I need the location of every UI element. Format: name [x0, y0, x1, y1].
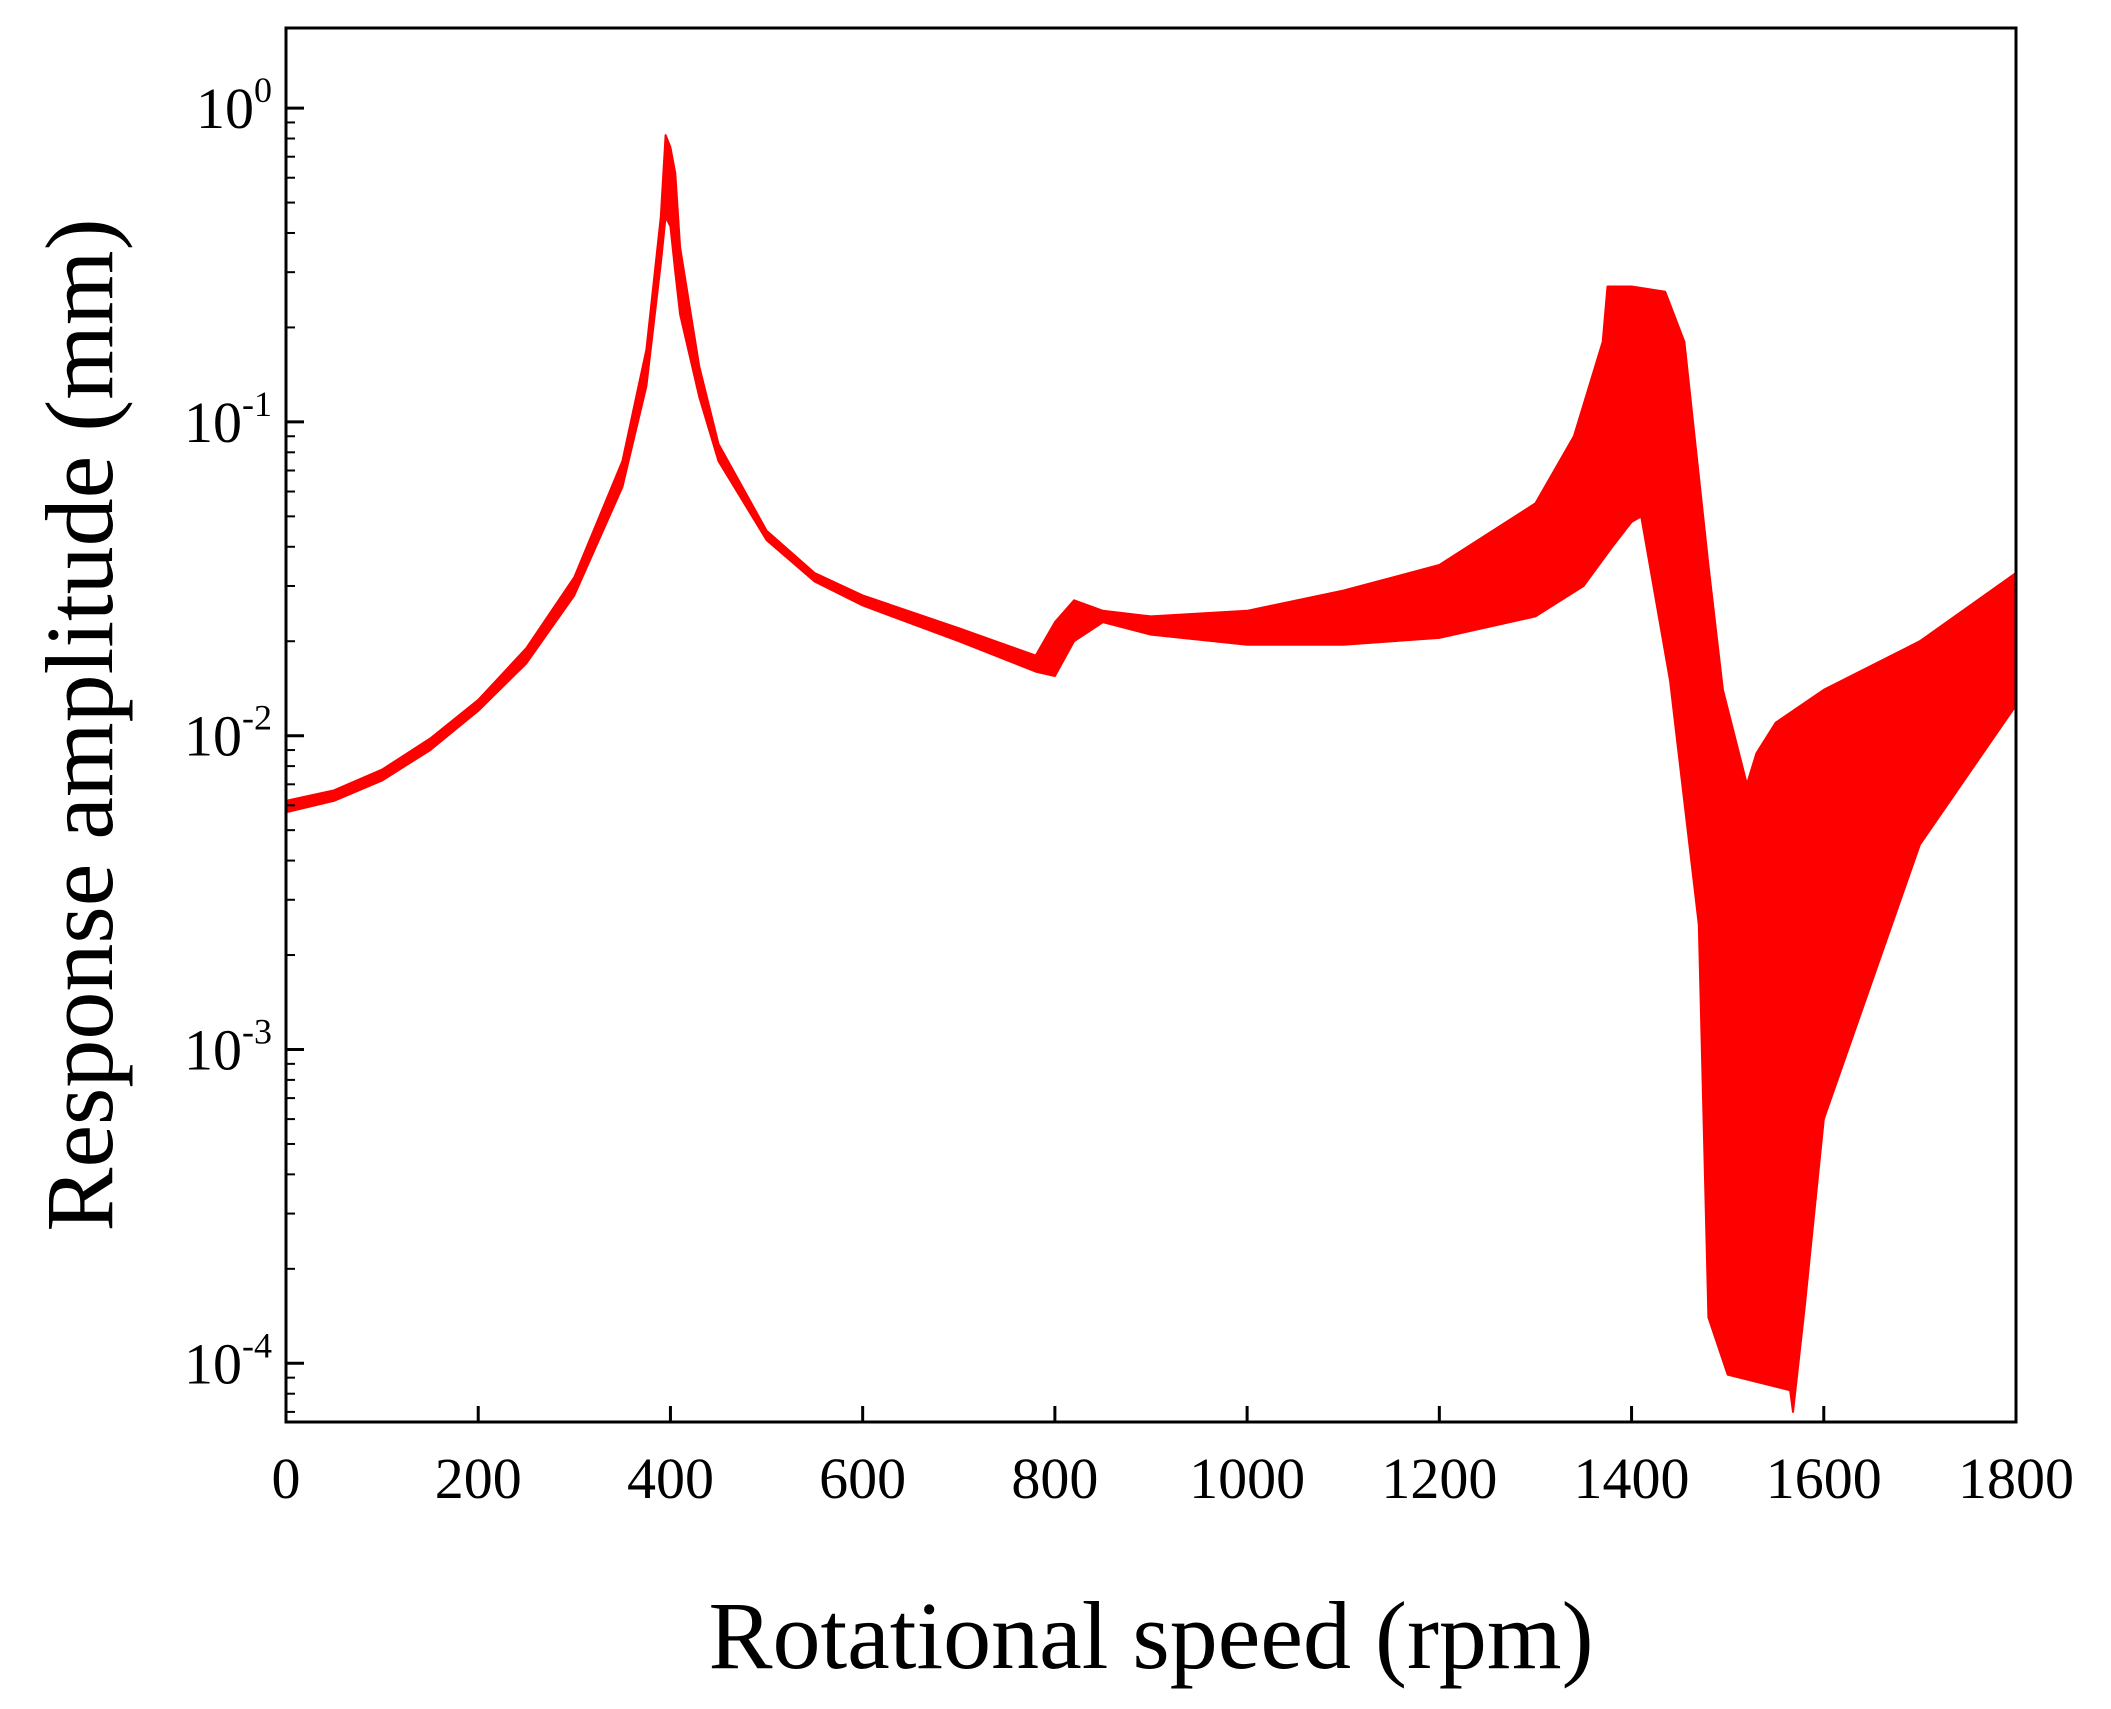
- y-tick-label: 10-2: [184, 698, 272, 769]
- y-tick-exponent: -1: [242, 384, 272, 424]
- x-tick-label: 0: [272, 1446, 301, 1511]
- response-band: [285, 134, 2017, 1413]
- x-tick-label: 1600: [1766, 1446, 1882, 1511]
- x-tick-label: 1000: [1189, 1446, 1305, 1511]
- x-tick-label: 1400: [1574, 1446, 1690, 1511]
- y-tick-base: 10: [184, 1331, 242, 1396]
- plot-area: [285, 134, 2017, 1413]
- x-axis-ticks: 0 200 400 600 800 1000 1200 1400 1600 1800: [272, 1406, 2074, 1511]
- y-tick-exponent: -4: [242, 1325, 272, 1365]
- y-tick-base: 10: [184, 704, 242, 769]
- x-tick-label: 1200: [1381, 1446, 1497, 1511]
- y-axis-title: Response amplitude (mm): [26, 218, 133, 1231]
- y-tick-base: 10: [184, 1017, 242, 1082]
- y-tick-label: 10-4: [184, 1325, 272, 1396]
- y-tick-label: 10-3: [184, 1011, 272, 1082]
- y-tick-label: 100: [196, 70, 272, 141]
- x-tick-label: 800: [1011, 1446, 1098, 1511]
- y-tick-exponent: -2: [242, 698, 272, 738]
- y-tick-base: 10: [184, 390, 242, 455]
- y-tick-base: 10: [196, 76, 254, 141]
- x-axis-title: Rotational speed (rpm): [708, 1582, 1593, 1689]
- x-tick-label: 400: [627, 1446, 714, 1511]
- x-tick-label: 600: [819, 1446, 906, 1511]
- x-tick-label: 1800: [1958, 1446, 2074, 1511]
- y-tick-exponent: -3: [242, 1011, 272, 1051]
- y-tick-exponent: 0: [254, 70, 272, 110]
- plot-frame: [284, 26, 2018, 1424]
- y-tick-label: 10-1: [184, 384, 272, 455]
- x-tick-label: 200: [435, 1446, 522, 1511]
